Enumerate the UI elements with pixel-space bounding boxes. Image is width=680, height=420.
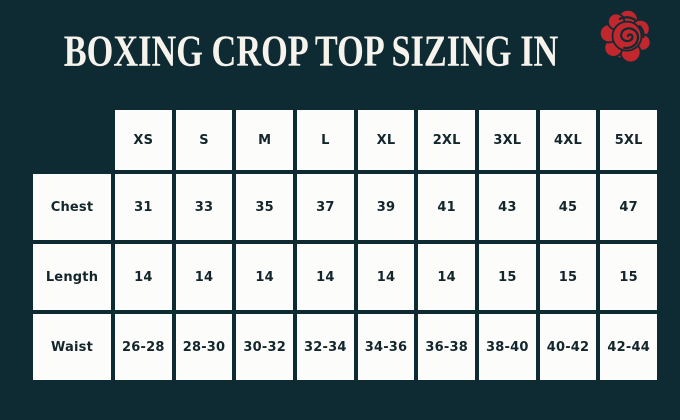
length-value: 15 (479, 244, 536, 310)
length-value: 14 (297, 244, 354, 310)
waist-value: 30-32 (236, 314, 293, 380)
size-header-m: M (236, 110, 293, 170)
row-label-chest: Chest (33, 174, 111, 240)
length-value: 15 (600, 244, 657, 310)
chest-value: 35 (236, 174, 293, 240)
size-header-4xl: 4XL (539, 110, 597, 170)
size-header-2xl: 2XL (418, 110, 475, 170)
waist-value: 38-40 (479, 314, 536, 380)
chest-value: 47 (600, 174, 657, 240)
chest-value: 33 (175, 174, 233, 240)
rose-icon (598, 8, 652, 64)
chest-value: 31 (115, 174, 172, 240)
length-value: 14 (357, 244, 415, 310)
header: BOXING CROP TOP SIZING IN (0, 18, 680, 82)
chest-value: 43 (479, 174, 536, 240)
chest-value: 45 (539, 174, 597, 240)
chest-value: 37 (297, 174, 354, 240)
size-header-l: L (297, 110, 354, 170)
size-header-xs: XS (115, 110, 172, 170)
size-header-5xl: 5XL (600, 110, 657, 170)
waist-value: 36-38 (418, 314, 475, 380)
length-value: 14 (115, 244, 172, 310)
waist-value: 40-42 (539, 314, 597, 380)
waist-value: 26-28 (115, 314, 172, 380)
length-value: 14 (236, 244, 293, 310)
corner-cell (33, 110, 111, 170)
length-value: 15 (539, 244, 597, 310)
size-header-xl: XL (357, 110, 415, 170)
waist-value: 32-34 (297, 314, 354, 380)
row-label-length: Length (33, 244, 111, 310)
chest-value: 39 (357, 174, 415, 240)
waist-value: 42-44 (600, 314, 657, 380)
length-value: 14 (418, 244, 475, 310)
size-header-s: S (175, 110, 233, 170)
length-value: 14 (175, 244, 233, 310)
sizing-table: XS S M L XL 2XL 3XL 4XL 5XL Chest 31 33 … (33, 110, 657, 380)
chest-value: 41 (418, 174, 475, 240)
waist-value: 34-36 (357, 314, 415, 380)
row-label-waist: Waist (33, 314, 111, 380)
size-header-3xl: 3XL (479, 110, 536, 170)
page-title: BOXING CROP TOP SIZING IN (63, 25, 559, 75)
waist-value: 28-30 (175, 314, 233, 380)
